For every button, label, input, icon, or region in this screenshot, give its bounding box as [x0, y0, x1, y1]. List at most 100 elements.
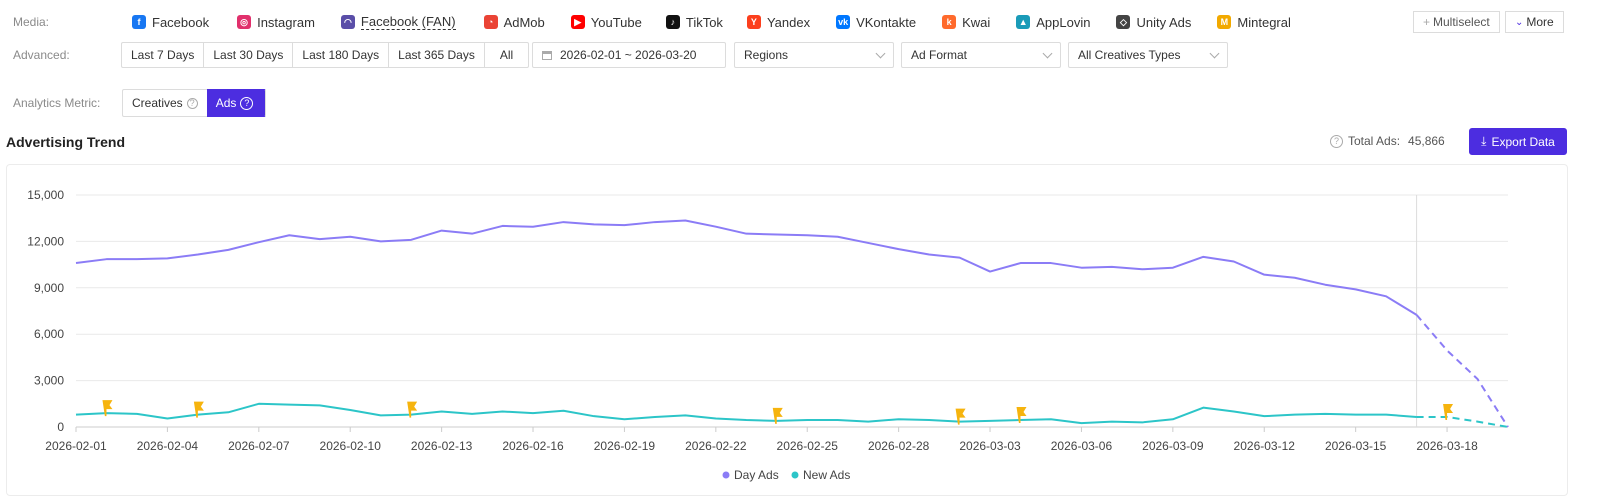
- x-tick-label: 2026-02-16: [502, 439, 564, 453]
- range-all[interactable]: All: [483, 42, 530, 68]
- x-tick-label: 2026-03-03: [959, 439, 1021, 453]
- x-tick-label: 2026-02-28: [868, 439, 930, 453]
- x-tick-label: 2026-03-15: [1325, 439, 1387, 453]
- y-tick-label: 6,000: [34, 327, 64, 341]
- date-preset-group: Last 7 Days Last 30 Days Last 180 Days L…: [121, 42, 530, 68]
- metric-toggle: Creatives ? Ads ?: [122, 89, 267, 117]
- media-item-applovin[interactable]: ▲ AppLovin: [1016, 15, 1090, 30]
- flag-icon: [1016, 407, 1027, 424]
- ad-format-select[interactable]: Ad Format: [901, 42, 1061, 68]
- media-item-label: Facebook: [152, 14, 210, 30]
- admob-icon: ◔: [483, 15, 498, 29]
- plus-icon: +: [1423, 15, 1431, 29]
- x-tick-label: 2026-02-07: [228, 439, 290, 453]
- media-item-vkontakte[interactable]: vk VKontakte: [836, 15, 916, 30]
- media-item-label: Yandex: [766, 14, 811, 30]
- chevron-down-icon: ⌄: [1515, 16, 1524, 28]
- legend-day-ads-label: Day Ads: [734, 468, 779, 482]
- y-tick-label: 0: [57, 420, 64, 434]
- creative-types-select[interactable]: All Creatives Types: [1068, 42, 1228, 68]
- range-last-7-days[interactable]: Last 7 Days: [121, 42, 204, 68]
- x-tick-label: 2026-02-22: [685, 439, 747, 453]
- ad-format-value: Ad Format: [911, 48, 968, 62]
- flag-icon: [102, 400, 113, 417]
- x-tick-label: 2026-02-25: [777, 439, 839, 453]
- chart-card: [6, 164, 1568, 496]
- kwai-icon: k: [942, 15, 957, 29]
- applovin-icon: ▲: [1016, 15, 1031, 29]
- series-projection-new-ads: [1416, 415, 1509, 428]
- multiselect-button[interactable]: + Multiselect: [1413, 11, 1500, 33]
- media-list: f Facebook ◎ Instagram ◠ Facebook (FAN) ◔ AdMob…: [132, 14, 1291, 30]
- flag-icon: [193, 401, 204, 418]
- trend-title: Advertising Trend: [6, 134, 126, 150]
- media-item-label: Kwai: [962, 14, 991, 30]
- y-tick-label: 12,000: [27, 234, 64, 248]
- media-item-label: AdMob: [503, 14, 545, 30]
- metric-row: Analytics Metric: Creatives ? Ads ?: [0, 89, 1614, 117]
- legend-new-ads-label: New Ads: [803, 468, 850, 482]
- total-ads-value: 45,866: [1408, 134, 1445, 148]
- help-icon: ?: [186, 97, 198, 109]
- x-tick-label: 2026-02-10: [320, 439, 382, 453]
- media-item-kwai[interactable]: k Kwai: [942, 15, 990, 30]
- mintegral-icon: M: [1217, 15, 1232, 29]
- media-item-facebook[interactable]: f Facebook: [132, 15, 209, 30]
- export-data-label: Export Data: [1491, 134, 1555, 149]
- media-item-label: Facebook (FAN): [360, 14, 456, 30]
- date-range-picker[interactable]: 2026-02-01 ~ 2026-03-20: [532, 42, 726, 68]
- media-item-unity-ads[interactable]: ◇ Unity Ads: [1116, 15, 1191, 30]
- range-last-180-days[interactable]: Last 180 Days: [292, 42, 389, 68]
- regions-value: Regions: [744, 48, 789, 62]
- media-label: Media:: [13, 15, 50, 29]
- advanced-filter-row: Advanced: Last 7 Days Last 30 Days Last …: [0, 42, 1614, 68]
- x-tick-label: 2026-02-19: [594, 439, 656, 453]
- facebook-fan-icon: ◠: [340, 15, 355, 29]
- media-item-label: Mintegral: [1237, 14, 1291, 30]
- media-item-instagram[interactable]: ◎ Instagram: [237, 15, 315, 30]
- x-tick-label: 2026-02-13: [411, 439, 473, 453]
- x-tick-label: 2026-03-09: [1142, 439, 1204, 453]
- y-tick-label: 9,000: [34, 281, 64, 295]
- y-tick-label: 15,000: [27, 188, 64, 202]
- range-last-365-days[interactable]: Last 365 Days: [388, 42, 484, 68]
- media-item-youtube[interactable]: ▶ YouTube: [570, 14, 642, 30]
- x-tick-label: 2026-03-18: [1416, 439, 1478, 453]
- metric-creatives-label: Creatives: [132, 96, 183, 110]
- media-item-mintegral[interactable]: M Mintegral: [1217, 14, 1291, 30]
- x-tick-label: 2026-03-12: [1234, 439, 1296, 453]
- media-item-facebook-fan[interactable]: ◠ Facebook (FAN): [340, 14, 456, 30]
- total-ads-label: Total Ads:: [1348, 134, 1401, 148]
- flag-icon: [1443, 403, 1454, 420]
- media-item-label: YouTube: [590, 14, 642, 30]
- multiselect-label: Multiselect: [1433, 15, 1490, 29]
- media-item-yandex[interactable]: Y Yandex: [746, 14, 811, 30]
- media-filter-row: Media: f Facebook ◎ Instagram ◠ Facebook (FAN…: [0, 11, 1614, 33]
- more-button[interactable]: ⌄ More: [1505, 11, 1564, 33]
- creative-types-value: All Creatives Types: [1078, 48, 1181, 62]
- yandex-icon: Y: [746, 15, 761, 29]
- media-item-label: Instagram: [257, 14, 315, 30]
- download-icon: ⤓: [1481, 134, 1487, 148]
- metric-label: Analytics Metric:: [13, 96, 101, 110]
- advanced-label: Advanced:: [13, 48, 70, 62]
- range-last-30-days[interactable]: Last 30 Days: [203, 42, 293, 68]
- metric-creatives-button[interactable]: Creatives ?: [122, 89, 207, 117]
- metric-ads-button[interactable]: Ads ?: [206, 89, 267, 117]
- media-item-admob[interactable]: ◔ AdMob: [483, 14, 545, 30]
- regions-select[interactable]: Regions: [734, 42, 894, 68]
- metric-ads-label: Ads: [215, 96, 237, 110]
- export-data-button[interactable]: ⤓ Export Data: [1469, 128, 1567, 155]
- help-icon: ?: [1330, 134, 1343, 148]
- y-tick-label: 3,000: [34, 374, 64, 388]
- vkontakte-icon: vk: [836, 15, 851, 29]
- media-item-label: Unity Ads: [1136, 14, 1192, 30]
- legend-day-ads-marker: [722, 471, 730, 479]
- media-item-tiktok[interactable]: ♪ TikTok: [665, 15, 723, 30]
- date-range-value: 2026-02-01 ~ 2026-03-20: [560, 48, 697, 62]
- x-tick-label: 2026-02-04: [137, 439, 199, 453]
- instagram-icon: ◎: [237, 15, 252, 29]
- media-item-label: VKontakte: [856, 14, 917, 30]
- x-tick-label: 2026-02-01: [45, 439, 107, 453]
